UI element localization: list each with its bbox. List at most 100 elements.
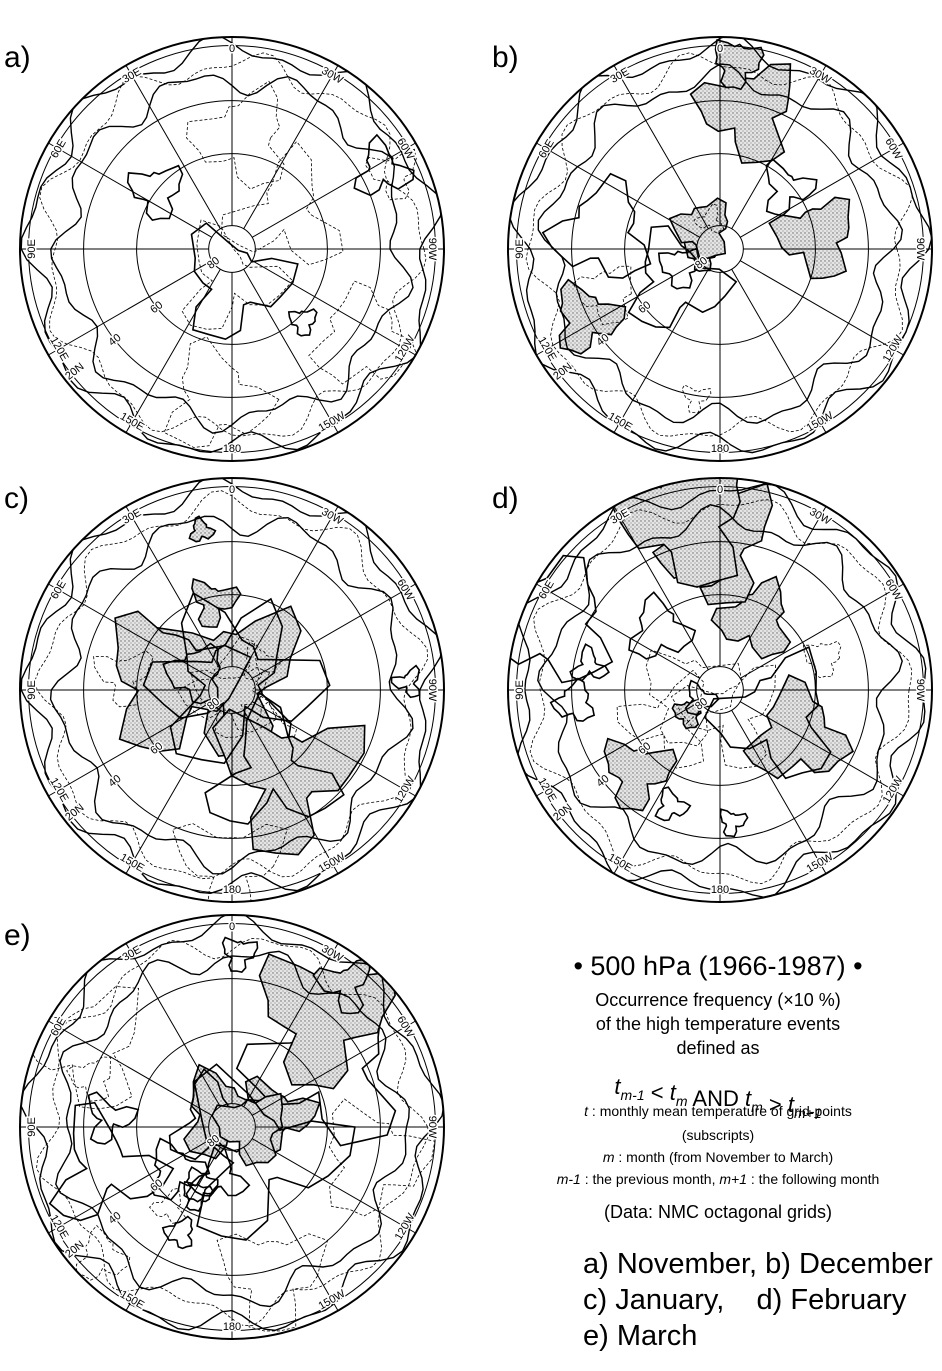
meridian	[732, 269, 826, 432]
panel-label: c)	[4, 482, 29, 515]
legend-title: • 500 hPa (1966-1987) •	[573, 951, 862, 981]
legend: • 500 hPa (1966-1987) •Occurrence freque…	[557, 951, 933, 1352]
map-panel: b)030W60W90W120W150W180150E120E90E60E30E…	[492, 34, 932, 461]
latitude-label: 20N	[63, 361, 86, 383]
meridian-label: 60E	[49, 1015, 69, 1038]
meridian-label: 90W	[426, 1116, 438, 1139]
latitude-label: 40	[106, 773, 123, 790]
definition: m-1 : the previous month, m+1 : the foll…	[557, 1171, 880, 1187]
definition-symbol: m	[603, 1149, 615, 1165]
meridian-label: 120W	[393, 1211, 418, 1242]
meridian	[48, 1021, 211, 1115]
figure: a)030W60W90W120W150W180150E120E90E60E30E…	[0, 0, 942, 1371]
meridian	[614, 269, 708, 432]
meridian	[536, 143, 699, 237]
latitude-label: 40	[106, 332, 123, 349]
contour	[570, 644, 609, 680]
meridian	[126, 65, 220, 228]
meridian-label: 180	[223, 884, 241, 896]
meridian-label: 60E	[537, 137, 557, 160]
meridian-label: 90E	[26, 680, 38, 700]
meridian-label: 150W	[317, 409, 348, 434]
meridian-label: 30E	[608, 66, 631, 86]
contour	[629, 592, 695, 659]
definition-symbol: m+1	[719, 1171, 747, 1187]
latitude-label: 20N	[551, 361, 574, 383]
meridian-label: 120W	[393, 774, 418, 805]
latitude-label: 20N	[63, 802, 86, 824]
definition-symbol: m-1	[557, 1171, 581, 1187]
map-panel: c)030W60W90W120W150W180150E120E90E60E30E…	[4, 477, 444, 924]
meridian-label: 60E	[49, 578, 69, 601]
meridian-label: 90W	[426, 679, 438, 702]
panel-label: b)	[492, 41, 519, 74]
definition-text: : month (from November to March)	[615, 1149, 834, 1165]
map-panel: d)030W60W90W120W150W180150E120E90E60E30E…	[480, 446, 932, 902]
meridian	[244, 269, 338, 432]
meridian-label: 150W	[805, 409, 836, 434]
contour	[309, 281, 418, 384]
meridian	[614, 65, 708, 228]
meridian-label: 180	[223, 1321, 241, 1333]
meridian-label: 120W	[881, 333, 906, 364]
meridian-label: 0	[717, 484, 723, 496]
meridian	[252, 1139, 415, 1233]
map-panel: e)030W60W90W120W150W180150E120E90E60E30E…	[4, 912, 444, 1339]
latitude-label: 40	[594, 773, 611, 790]
meridian-label: 90W	[426, 238, 438, 261]
definition: (subscripts)	[682, 1127, 754, 1143]
meridian-label: 90W	[914, 679, 926, 702]
meridian-label: 90E	[26, 1117, 38, 1137]
data-source: (Data: NMC octagonal grids)	[604, 1202, 832, 1222]
meridian-label: 0	[229, 43, 235, 55]
legend-line: of the high temperature events	[596, 1014, 840, 1034]
contour	[40, 53, 426, 436]
meridian-label: 0	[717, 43, 723, 55]
meridian-label: 90E	[514, 680, 526, 700]
meridian-label: 150W	[805, 850, 836, 875]
meridian-label: 120W	[881, 774, 906, 805]
contour	[329, 1099, 435, 1216]
panel-label: d)	[492, 482, 519, 515]
latitude-label: 40	[106, 1210, 123, 1227]
meridian-label: 30E	[120, 944, 143, 964]
meridian-label: 90W	[914, 238, 926, 261]
contour	[77, 1226, 130, 1281]
contour	[720, 809, 747, 836]
latitude-label: 60	[636, 299, 653, 316]
contour	[480, 556, 612, 683]
contour	[192, 579, 241, 627]
month-key: c) January, d) February	[583, 1284, 907, 1316]
definition-text: : the previous month,	[581, 1171, 720, 1187]
meridian-label: 180	[223, 443, 241, 455]
latitude-label: 20N	[551, 802, 574, 824]
formula-part: <	[645, 1080, 670, 1105]
meridian-label: 0	[229, 484, 235, 496]
definition: t : monthly mean temperature of grid-poi…	[584, 1103, 852, 1119]
contour	[543, 174, 651, 278]
legend-line: defined as	[676, 1038, 759, 1058]
contour	[223, 938, 258, 973]
contour	[217, 1234, 328, 1331]
meridian	[126, 943, 220, 1106]
meridian	[126, 269, 220, 432]
contour	[221, 142, 343, 265]
contour	[187, 81, 285, 189]
latitude-label: 20N	[63, 1239, 86, 1261]
contour	[164, 337, 279, 448]
contour	[769, 197, 849, 278]
latitude-label: 60	[148, 299, 165, 316]
definition-text: : monthly mean temperature of grid-point…	[588, 1103, 852, 1119]
month-key: a) November, b) December	[583, 1248, 933, 1280]
month-key: e) March	[583, 1320, 697, 1352]
meridian-label: 30E	[120, 507, 143, 527]
contour	[744, 675, 854, 778]
meridian-label: 180	[711, 884, 729, 896]
latitude-label: 60	[148, 1177, 165, 1194]
meridian-label: 0	[229, 921, 235, 933]
contour	[559, 280, 625, 354]
panel-label: a)	[4, 41, 31, 74]
contour	[50, 1103, 173, 1221]
meridian-label: 90E	[26, 239, 38, 259]
meridian-label: 150W	[317, 1287, 348, 1312]
